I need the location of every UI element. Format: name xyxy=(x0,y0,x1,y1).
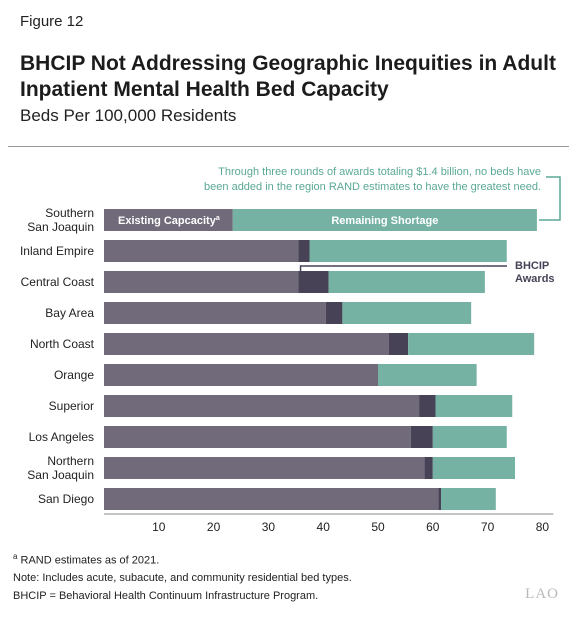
category-label: Los Angeles xyxy=(29,430,94,444)
awards-callout-label: Awards xyxy=(515,273,555,285)
bhcip-awards-bar xyxy=(410,426,433,448)
remaining-shortage-bar xyxy=(441,488,496,510)
existing-capacity-footnote-marker: a xyxy=(216,215,220,222)
existing-capacity-bar xyxy=(104,488,439,510)
category-label: Orange xyxy=(54,368,94,382)
bhcip-awards-bar xyxy=(419,395,436,417)
remaining-shortage-label: Remaining Shortage xyxy=(331,215,438,227)
remaining-shortage-bar xyxy=(342,302,472,324)
footnote-a-text: RAND estimates as of 2021. xyxy=(20,554,160,567)
remaining-shortage-bar xyxy=(309,240,507,262)
remaining-shortage-bar xyxy=(408,333,535,355)
category-label: San Diego xyxy=(38,492,94,506)
figure-label: Figure 12 xyxy=(20,13,84,30)
existing-capacity-bar xyxy=(104,395,420,417)
category-label: Northern xyxy=(47,454,94,468)
existing-capacity-bar xyxy=(104,240,299,262)
existing-capacity-bar xyxy=(104,364,378,386)
x-tick-label: 30 xyxy=(262,520,276,534)
annotation-text: Through three rounds of awards totaling … xyxy=(218,166,541,178)
existing-capacity-bar xyxy=(104,209,233,231)
x-tick-label: 80 xyxy=(536,520,550,534)
x-tick-label: 40 xyxy=(317,520,331,534)
category-label: Southern xyxy=(45,206,94,220)
footnote-a: a RAND estimates as of 2021. xyxy=(13,552,159,567)
category-label: Central Coast xyxy=(21,275,95,289)
category-label: San Joaquin xyxy=(27,468,94,482)
x-tick-label: 70 xyxy=(481,520,495,534)
existing-capacity-bar xyxy=(104,333,389,355)
category-label: North Coast xyxy=(30,337,95,351)
chart-subtitle: Beds Per 100,000 Residents xyxy=(20,106,237,125)
chart-title: BHCIP Not Addressing Geographic Inequiti… xyxy=(20,52,556,101)
x-tick-label: 20 xyxy=(207,520,221,534)
bhcip-awards-bar xyxy=(438,488,442,510)
existing-capacity-bar xyxy=(104,426,411,448)
remaining-shortage-bar xyxy=(435,395,513,417)
x-tick-label: 60 xyxy=(426,520,440,534)
footnote-a-marker: a xyxy=(13,552,18,561)
awards-callout-label: BHCIP xyxy=(515,260,549,272)
title-divider xyxy=(8,146,569,147)
existing-capacity-bar xyxy=(104,271,299,293)
remaining-shortage-bar xyxy=(328,271,485,293)
remaining-shortage-bar xyxy=(432,457,515,479)
category-label: Bay Area xyxy=(45,306,94,320)
bhcip-awards-bar xyxy=(298,271,329,293)
category-label: Superior xyxy=(49,399,94,413)
remaining-shortage-bar xyxy=(432,426,507,448)
existing-capacity-bar xyxy=(104,457,425,479)
existing-capacity-label: Existing Capcacitya xyxy=(118,215,220,227)
lao-logo: LAO xyxy=(525,586,559,602)
bhcip-awards-bar xyxy=(325,302,343,324)
footnote-abbrev: BHCIP = Behavioral Health Continuum Infr… xyxy=(13,590,319,602)
annotation-connector xyxy=(538,176,561,221)
category-label: San Joaquin xyxy=(27,220,94,234)
existing-capacity-bar xyxy=(104,302,326,324)
annotation-text: been added in the region RAND estimates … xyxy=(204,181,541,193)
category-label: Inland Empire xyxy=(20,244,94,258)
remaining-shortage-bar xyxy=(232,209,537,231)
footnote-note: Note: Includes acute, subacute, and comm… xyxy=(13,572,352,584)
bhcip-awards-bar xyxy=(298,240,310,262)
bhcip-awards-bar xyxy=(424,457,433,479)
x-tick-label: 10 xyxy=(152,520,166,534)
bhcip-awards-bar xyxy=(388,333,409,355)
remaining-shortage-bar xyxy=(378,364,477,386)
awards-callout-line xyxy=(299,265,507,271)
x-tick-label: 50 xyxy=(371,520,385,534)
